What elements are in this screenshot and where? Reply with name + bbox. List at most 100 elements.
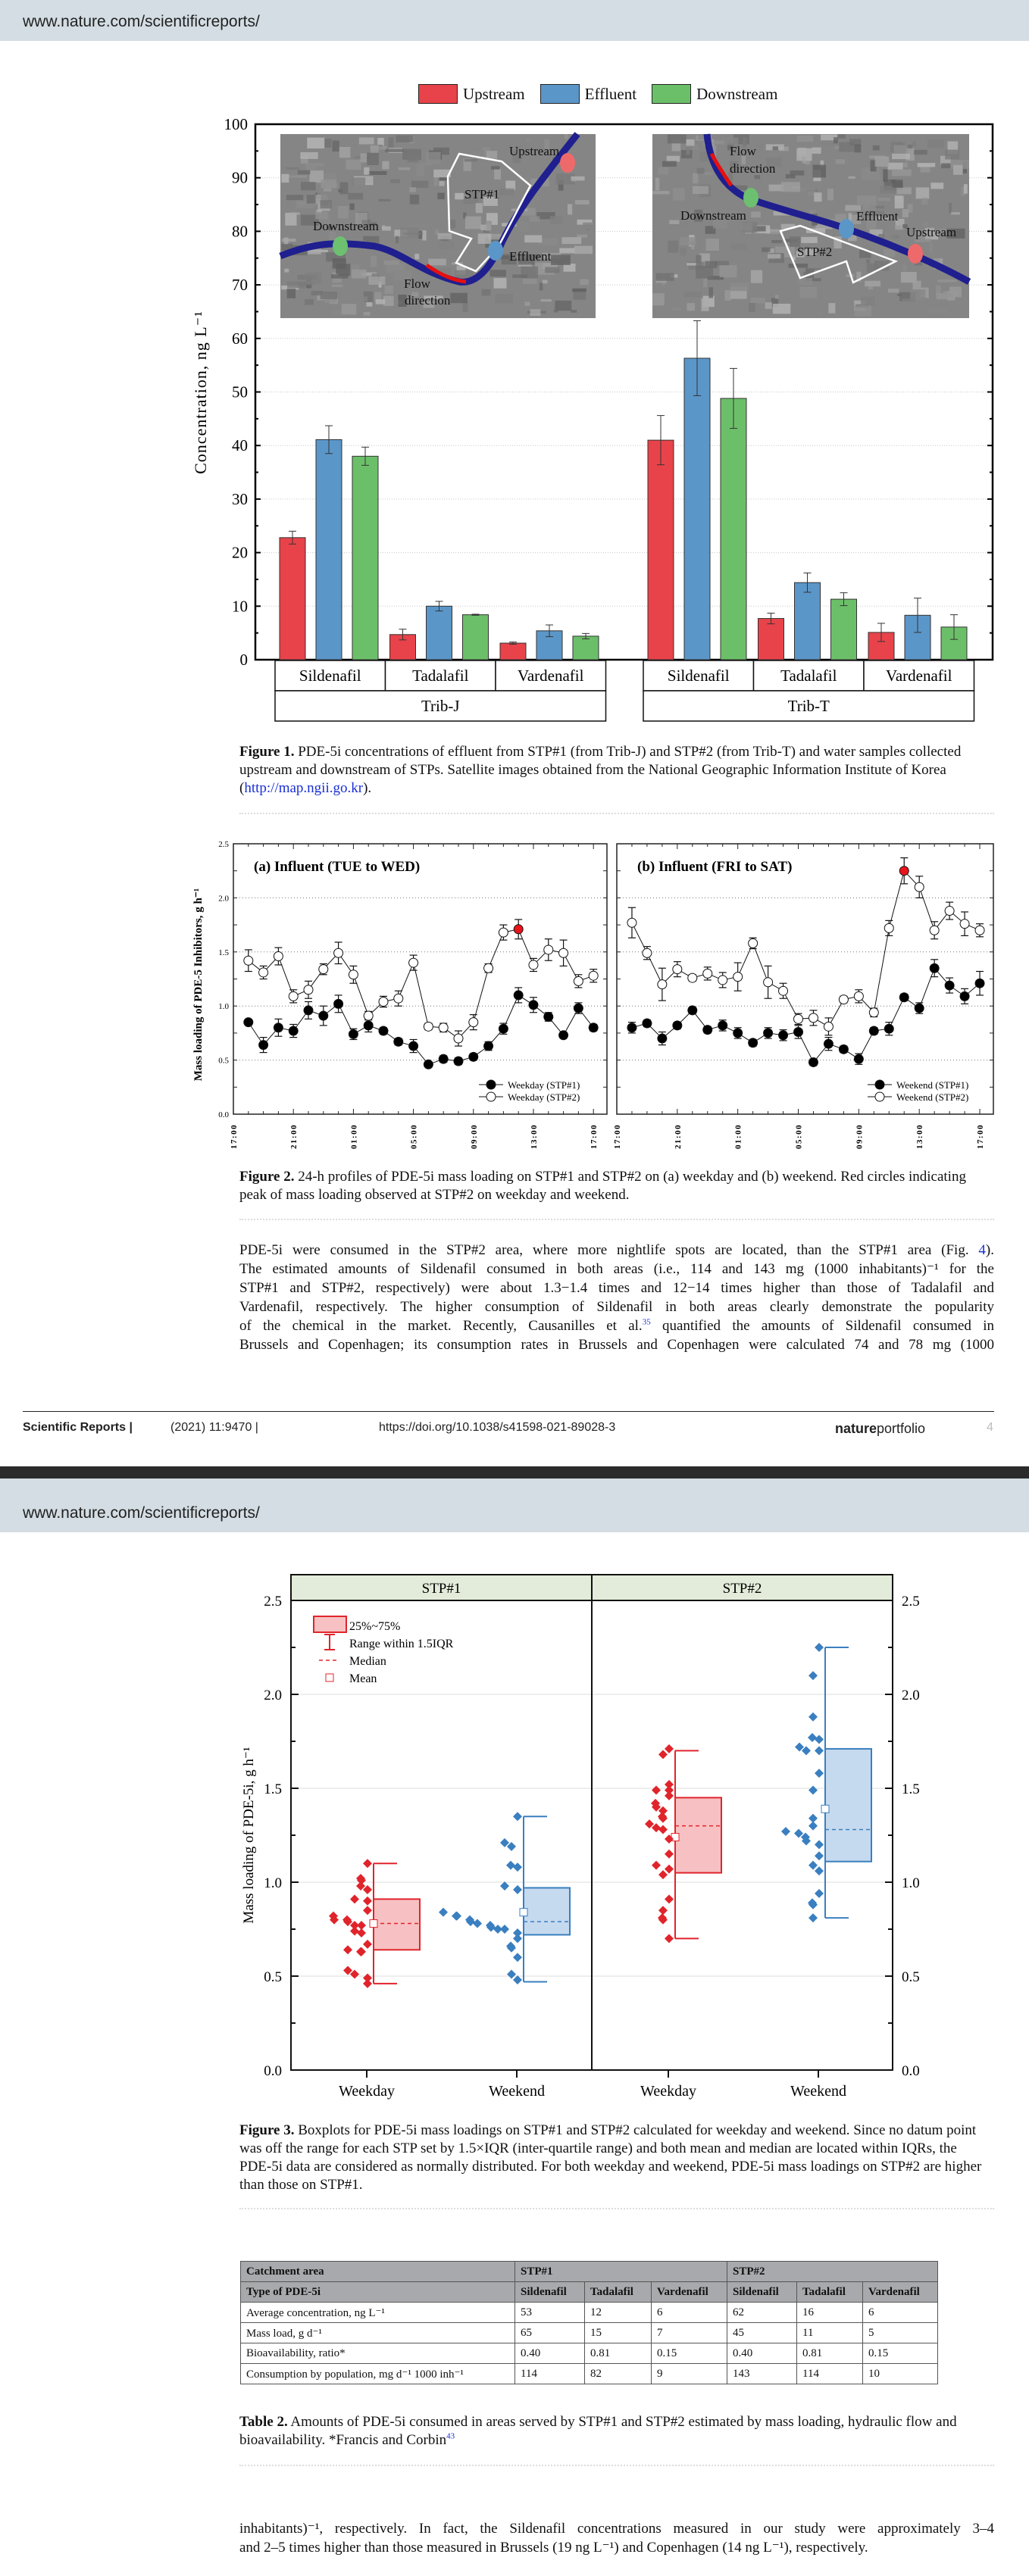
text-segment: PDE-5i were consumed in the STP#2 area, … [239,1242,979,1258]
map-texture-block [799,286,817,298]
data-point [333,948,344,958]
map-texture-block [705,226,716,234]
map-texture-block [555,300,572,311]
map-texture-block [320,200,332,209]
box-stp2-weekend: Weekend [781,1643,872,2100]
bar-effluent [683,358,711,660]
reference-43-link[interactable]: 43 [446,2431,455,2441]
map-texture-block [316,166,325,170]
mean-marker [369,1919,378,1928]
map-texture-block [335,226,355,230]
map-texture-block [320,292,337,300]
value-cell: 45 [727,2322,797,2343]
map-texture-block [298,201,307,205]
page-number: 4 [987,1421,993,1434]
figure3-legend: 25%~75% Range within 1.5IQR Median Mean [313,1616,454,1685]
data-point [808,1712,818,1722]
value-cell: 15 [584,2322,652,2343]
map-texture-block [892,180,903,188]
header-cell: Vardenafil [651,2281,727,2303]
value-cell: 5 [862,2322,938,2343]
legend-label: Weekday (STP#2) [508,1091,580,1103]
map-texture-block [526,138,531,142]
data-point [652,1823,661,1833]
map-texture-block [515,145,521,153]
ngii-link[interactable]: http://map.ngii.go.kr [244,780,364,796]
data-point [348,1029,358,1039]
category-label: Sildenafil [299,667,361,685]
data-point [733,1028,743,1038]
data-point [543,945,554,955]
map-texture-block [848,231,857,242]
map-texture-block [662,161,677,167]
map-texture-block [765,302,772,309]
map-texture-block [366,302,373,307]
data-point [748,1038,758,1048]
map-texture-block [489,270,506,277]
data-point [853,1054,864,1064]
header-cell: Sildenafil [514,2281,585,2303]
footer-citation: (2021) 11:9470 | [170,1421,258,1434]
legend-mean-icon [325,1673,334,1682]
reference-35-link[interactable]: 35 [642,1317,651,1327]
map-texture-block [751,211,761,218]
data-point [273,951,283,962]
data-point [357,1928,366,1937]
data-point [348,970,358,980]
map-texture-block [486,223,492,231]
map-texture-block [804,245,809,249]
header-cell: Type of PDE-5i [240,2281,515,2303]
map-texture-block [946,228,965,239]
y-tick-label: 2.0 [218,894,229,903]
data-point [914,1003,924,1013]
map-texture-block [348,192,364,200]
map-texture-block [680,247,687,256]
map-label: Downstream [680,208,746,223]
data-point [702,1025,713,1035]
data-point [702,968,713,979]
map-texture-block [784,135,793,141]
map-texture-block [450,292,468,304]
header-url[interactable]: www.nature.com/scientificreports/ [23,13,260,30]
bar-upstream [647,439,674,660]
map-texture-block [812,164,826,178]
map-texture-block [652,191,670,195]
map-texture-block [693,186,709,195]
map-texture-block [438,241,454,250]
map-texture-block [462,301,468,312]
map-texture-block [947,291,956,301]
text-segment: ). [985,1242,994,1258]
map-texture-block [766,158,782,167]
map-texture-block [577,234,587,238]
map-texture-block [414,254,420,260]
footer-doi-link[interactable]: https://doi.org/10.1038/s41598-021-89028… [379,1421,616,1434]
data-point [363,1859,372,1869]
bar-group-trib-t: Sildenafil Tadalafil Vardenafil Trib-T [643,320,975,722]
data-point [665,1934,674,1944]
map-texture-block [384,286,394,295]
map-texture-block [488,233,508,240]
map-texture-block [324,139,332,148]
map-texture-block [499,188,514,195]
y-tick-label: 0.5 [264,1969,282,1985]
upstream-marker [908,244,923,264]
map-texture-block [754,175,761,180]
data-point [808,1013,818,1023]
fig4-link[interactable]: 4 [978,1242,986,1258]
map-texture-block [456,265,466,275]
effluent-marker [488,241,503,261]
data-point [815,1643,824,1652]
header-cell: Sildenafil [727,2281,797,2303]
data-point [288,991,299,1001]
map-texture-block [524,301,530,306]
value-cell: 12 [584,2302,652,2323]
data-point [258,967,269,978]
panel-label: STP#2 [723,1581,762,1597]
data-point [513,1934,522,1944]
map-texture-block [339,182,349,195]
map-texture-block [338,206,349,219]
data-point [718,1020,728,1031]
map-texture-block [289,212,300,215]
data-point [815,1888,824,1898]
header-url[interactable]: www.nature.com/scientificreports/ [23,1504,260,1522]
